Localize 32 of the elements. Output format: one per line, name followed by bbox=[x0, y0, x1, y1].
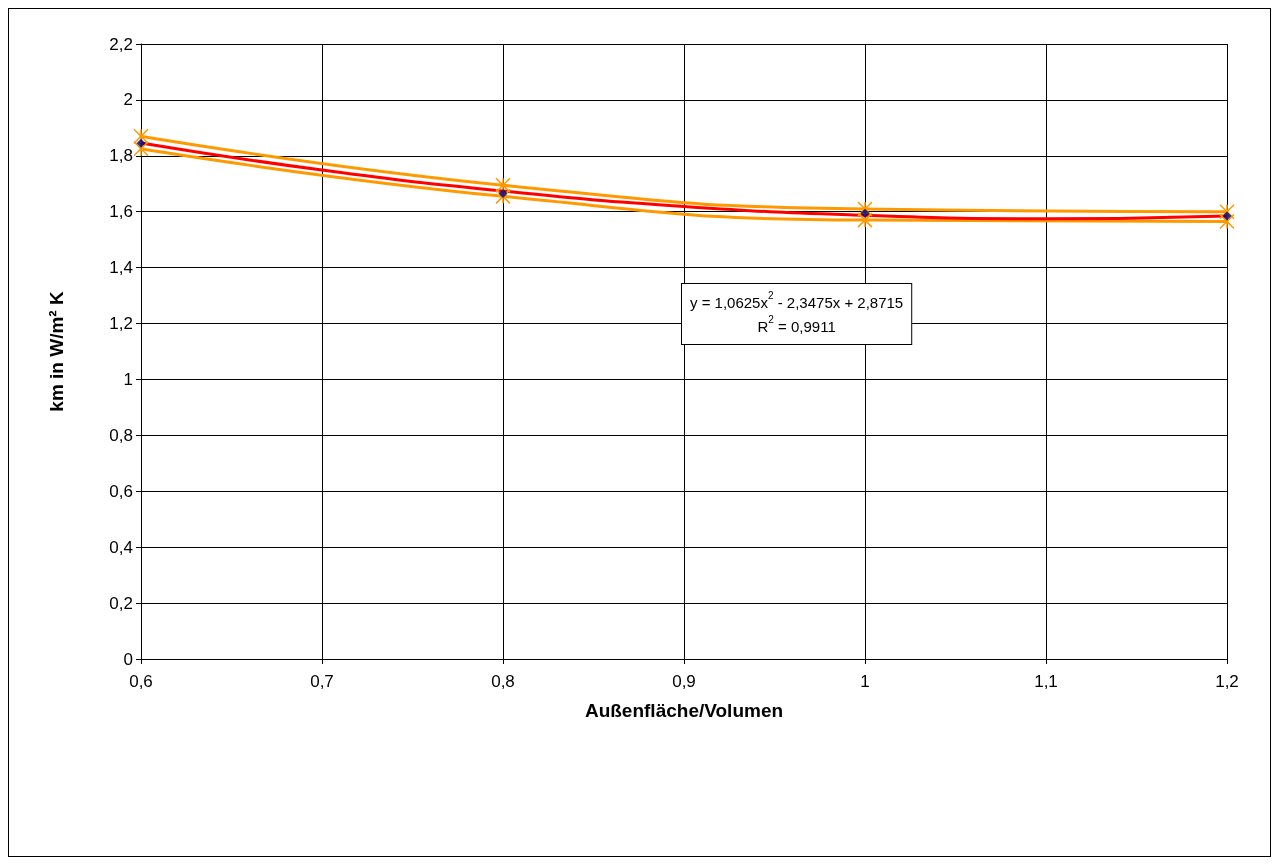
x-tick-label: 1 bbox=[860, 672, 870, 691]
y-tick-label: 0,8 bbox=[109, 425, 133, 445]
point bbox=[860, 208, 870, 218]
x-tick-label: 1,2 bbox=[1215, 672, 1239, 691]
y-tick-label: 2,2 bbox=[109, 34, 133, 54]
x-tick-label: 0,8 bbox=[491, 672, 515, 691]
x-tick-label: 0,9 bbox=[672, 672, 696, 691]
point bbox=[133, 141, 149, 157]
y-axis-title: km in W/m² K bbox=[46, 291, 67, 412]
point bbox=[495, 188, 511, 205]
y-tick-label: 1,2 bbox=[109, 314, 133, 334]
point bbox=[495, 177, 511, 193]
x-tick-label: 0,7 bbox=[310, 672, 334, 691]
y-tick-label: 2 bbox=[123, 90, 133, 110]
point bbox=[136, 138, 146, 148]
y-tick-label: 1,8 bbox=[109, 146, 133, 166]
point bbox=[857, 201, 873, 217]
point bbox=[498, 189, 508, 199]
y-tick-label: 1 bbox=[123, 369, 133, 389]
x-tick-label: 1,1 bbox=[1034, 672, 1058, 691]
y-tick-label: 0,6 bbox=[109, 481, 133, 501]
x-axis-title: Außenfläche/Volumen bbox=[584, 700, 784, 721]
y-tick-label: 0,2 bbox=[109, 593, 133, 613]
y-tick-label: 0 bbox=[123, 649, 133, 669]
point bbox=[1219, 203, 1235, 220]
y-tick-label: 1,6 bbox=[109, 202, 133, 222]
point bbox=[1222, 211, 1232, 221]
point bbox=[1219, 213, 1235, 230]
point bbox=[133, 128, 149, 144]
y-tick-label: 1,4 bbox=[109, 258, 133, 278]
y-tick-label: 0,4 bbox=[109, 537, 133, 557]
point bbox=[857, 212, 873, 228]
